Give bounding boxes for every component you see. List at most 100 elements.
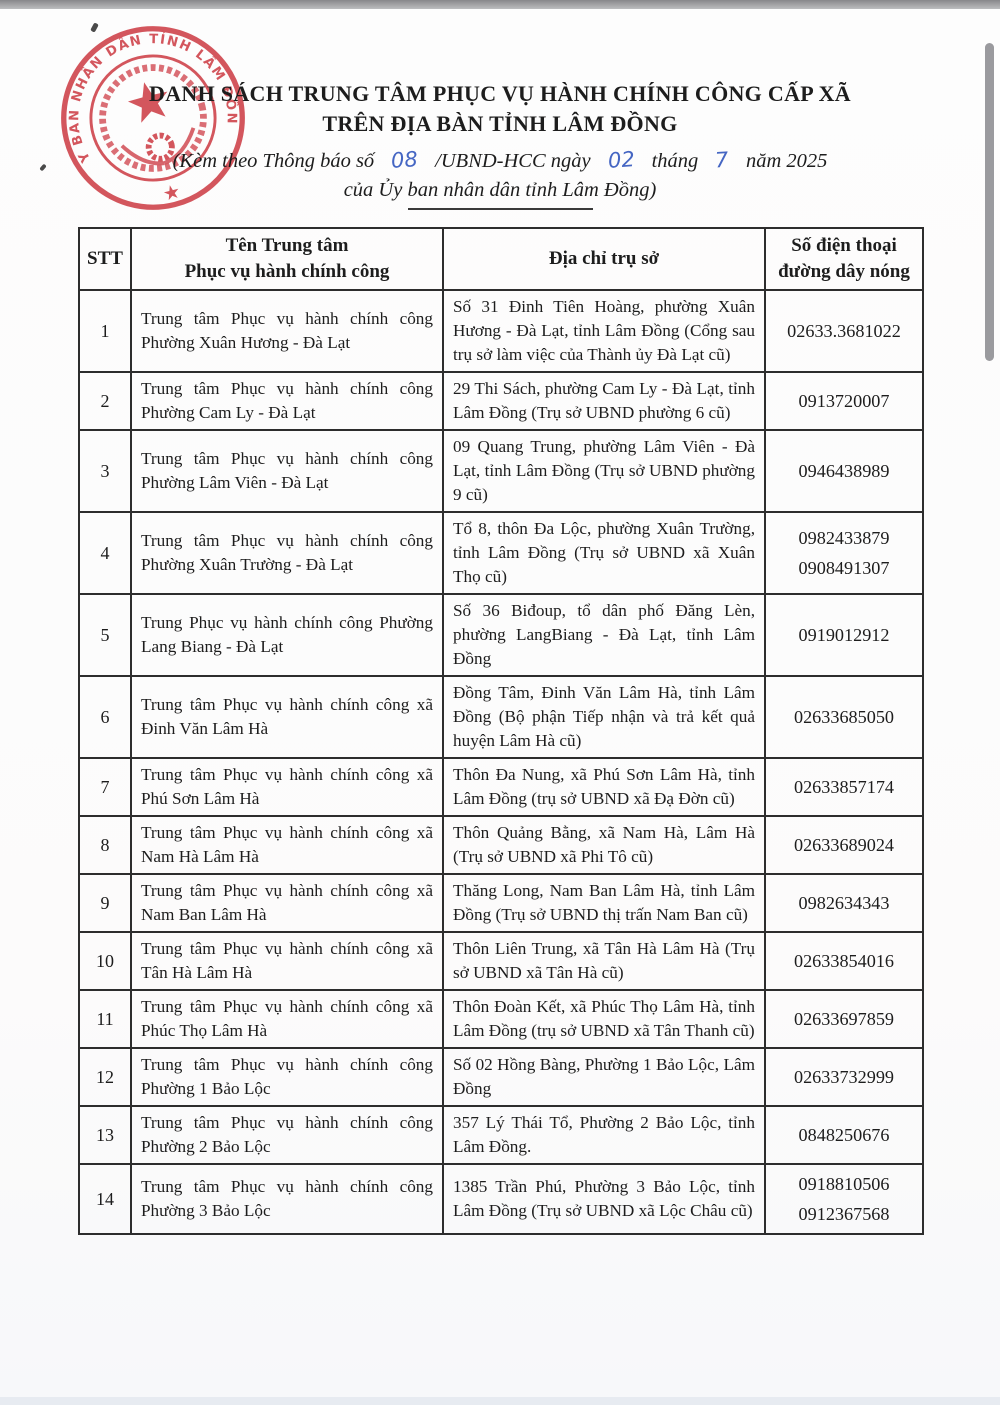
table-row: 7 Trung tâm Phục vụ hành chính công xã P… (78, 757, 924, 817)
subtitle-mid1: /UBND-HCC ngày (435, 150, 591, 172)
subtitle-mid2: tháng (651, 150, 699, 172)
header-center-name: Tên Trung tâm Phục vụ hành chính công (130, 227, 444, 291)
row-phones: 02633697859 (764, 989, 924, 1049)
row-phones: 02633732999 (764, 1047, 924, 1107)
emblem-star-icon (127, 82, 168, 123)
row-address: Thôn Liên Trung, xã Tân Hà Lâm Hà (Trụ s… (442, 931, 766, 991)
table-body: 1 Trung tâm Phục vụ hành chính công Phườ… (78, 289, 924, 1235)
table-row: 3 Trung tâm Phục vụ hành chính công Phườ… (78, 429, 924, 513)
document-title-line1: DANH SÁCH TRUNG TÂM PHỤC VỤ HÀNH CHÍNH C… (149, 81, 851, 106)
phone-number: 0946438989 (798, 461, 890, 481)
row-phones: 02633689024 (764, 815, 924, 875)
row-address: Đồng Tâm, Đinh Văn Lâm Hà, tỉnh Lâm Đồng… (442, 675, 766, 759)
viewer-scrollbar-thumb[interactable] (985, 43, 994, 361)
row-stt: 11 (78, 989, 132, 1049)
row-name: Trung tâm Phục vụ hành chính công xã Phú… (130, 989, 444, 1049)
row-phones: 0918810506 0912367568 (764, 1163, 924, 1235)
phone-number: 0918810506 (798, 1174, 890, 1194)
row-address: Số 02 Hồng Bàng, Phường 1 Bảo Lộc, Lâm Đ… (442, 1047, 766, 1107)
seal-bottom-star-icon: ★ (161, 181, 183, 206)
row-name: Trung tâm Phục vụ hành chính công Phường… (130, 1047, 444, 1107)
document-header: DANH SÁCH TRUNG TÂM PHỤC VỤ HÀNH CHÍNH C… (80, 79, 920, 210)
row-stt: 9 (78, 873, 132, 933)
row-stt: 7 (78, 757, 132, 817)
subtitle-suffix: năm 2025 (745, 150, 828, 172)
row-phones: 02633854016 (764, 931, 924, 991)
header-address: Địa chỉ trụ sở (442, 227, 766, 291)
table-row: 5 Trung Phục vụ hành chính công Phường L… (78, 593, 924, 677)
row-stt: 1 (78, 289, 132, 373)
phone-number: 0982433879 (798, 528, 890, 548)
table-row: 1 Trung tâm Phục vụ hành chính công Phườ… (78, 289, 924, 373)
row-phones: 02633.3681022 (764, 289, 924, 373)
row-stt: 8 (78, 815, 132, 875)
row-stt: 13 (78, 1105, 132, 1165)
viewer-bottom-bar (0, 1397, 1000, 1405)
phone-number: 0919012912 (798, 625, 890, 645)
table-row: 14 Trung tâm Phục vụ hành chính công Phư… (78, 1163, 924, 1235)
subtitle-underline (407, 208, 593, 210)
row-phones: 0946438989 (764, 429, 924, 513)
row-address: 09 Quang Trung, phường Lâm Viên - Đà Lạt… (442, 429, 766, 513)
subtitle-prefix: (Kèm theo Thông báo số (172, 150, 375, 172)
phone-number: 0913720007 (798, 391, 890, 411)
phone-number: 0912367568 (798, 1204, 890, 1224)
row-name: Trung tâm Phục vụ hành chính công Phường… (130, 1163, 444, 1235)
centers-table: STT Tên Trung tâm Phục vụ hành chính côn… (78, 227, 924, 1235)
row-address: Số 31 Đinh Tiên Hoàng, phường Xuân Hương… (442, 289, 766, 373)
table-row: 4 Trung tâm Phục vụ hành chính công Phườ… (78, 511, 924, 595)
phone-number: 02633685050 (793, 707, 895, 727)
table-row: 10 Trung tâm Phục vụ hành chính công xã … (78, 931, 924, 991)
row-stt: 14 (78, 1163, 132, 1235)
row-stt: 12 (78, 1047, 132, 1107)
row-name: Trung tâm Phục vụ hành chính công Phường… (130, 429, 444, 513)
phone-number: 0982634343 (798, 893, 890, 913)
table-header-row: STT Tên Trung tâm Phục vụ hành chính côn… (78, 227, 924, 291)
row-name: Trung Phục vụ hành chính công Phường Lan… (130, 593, 444, 677)
document-subtitle-line2: của Ủy ban nhân dân tỉnh Lâm Đồng) (343, 179, 657, 201)
phone-number: 02633732999 (793, 1067, 895, 1087)
row-stt: 6 (78, 675, 132, 759)
row-address: Số 36 Biđoup, tổ dân phố Đăng Lèn, phườn… (442, 593, 766, 677)
table-row: 8 Trung tâm Phục vụ hành chính công xã N… (78, 815, 924, 875)
row-name: Trung tâm Phục vụ hành chính công xã Phú… (130, 757, 444, 817)
phone-number: 02633857174 (793, 777, 895, 797)
phone-number: 0848250676 (798, 1125, 890, 1145)
row-address: 29 Thi Sách, phường Cam Ly - Đà Lạt, tỉn… (442, 371, 766, 431)
table-row: 13 Trung tâm Phục vụ hành chính công Phư… (78, 1105, 924, 1165)
table-row: 9 Trung tâm Phục vụ hành chính công xã N… (78, 873, 924, 933)
table-row: 11 Trung tâm Phục vụ hành chính công xã … (78, 989, 924, 1049)
row-phones: 0982433879 0908491307 (764, 511, 924, 595)
row-address: Thăng Long, Nam Ban Lâm Hà, tỉnh Lâm Đồn… (442, 873, 766, 933)
official-seal: ỦY BAN NHÂN DÂN TỈNH LÂM ĐỒNG ★ (56, 21, 246, 210)
table-row: 6 Trung tâm Phục vụ hành chính công xã Đ… (78, 675, 924, 759)
row-address: Thôn Quảng Bằng, xã Nam Hà, Lâm Hà (Trụ … (442, 815, 766, 875)
row-stt: 2 (78, 371, 132, 431)
row-phones: 02633857174 (764, 757, 924, 817)
row-name: Trung tâm Phục vụ hành chính công xã Tân… (130, 931, 444, 991)
row-address: 1385 Trần Phú, Phường 3 Bảo Lộc, tỉnh Lâ… (442, 1163, 766, 1235)
phone-number: 02633689024 (793, 835, 895, 855)
row-address: Thôn Đoàn Kết, xã Phúc Thọ Lâm Hà, tỉnh … (442, 989, 766, 1049)
row-phones: 0913720007 (764, 371, 924, 431)
header-phone: Số điện thoại đường dây nóng (764, 227, 924, 291)
scan-artifact (39, 163, 47, 172)
row-name: Trung tâm Phục vụ hành chính công xã Nam… (130, 815, 444, 875)
row-name: Trung tâm Phục vụ hành chính công Phường… (130, 289, 444, 373)
phone-number: 02633.3681022 (787, 321, 901, 341)
emblem-wreath-icon (99, 64, 207, 172)
phone-number: 02633854016 (793, 951, 895, 971)
header-stt: STT (78, 227, 132, 291)
viewer-top-bar (0, 0, 1000, 9)
row-stt: 4 (78, 511, 132, 595)
phone-number: 02633697859 (793, 1009, 895, 1029)
row-address: Tổ 8, thôn Đa Lộc, phường Xuân Trường, t… (442, 511, 766, 595)
row-stt: 3 (78, 429, 132, 513)
table-row: 2 Trung tâm Phục vụ hành chính công Phườ… (78, 371, 924, 431)
handwritten-day: 02 (606, 147, 636, 173)
row-stt: 5 (78, 593, 132, 677)
document-title-line2: TRÊN ĐỊA BÀN TỈNH LÂM ĐỒNG (322, 111, 678, 136)
row-phones: 02633685050 (764, 675, 924, 759)
table-row: 12 Trung tâm Phục vụ hành chính công Phư… (78, 1047, 924, 1107)
document-subtitle: (Kèm theo Thông báo số 08 /UBND-HCC ngày… (80, 146, 920, 176)
